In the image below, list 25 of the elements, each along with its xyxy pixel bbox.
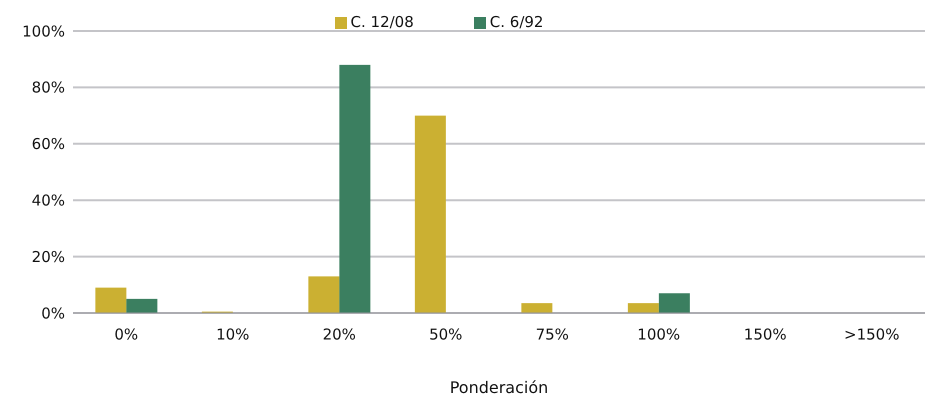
x-tick-label: 75%	[536, 326, 569, 344]
y-tick-label: 80%	[32, 78, 65, 97]
bar	[628, 303, 659, 313]
y-tick-label: 100%	[22, 22, 65, 40]
x-tick-label: 10%	[216, 326, 250, 344]
x-axis-title: Ponderación	[450, 378, 548, 397]
x-tick-label: 0%	[114, 326, 138, 344]
x-tick-label: 50%	[429, 326, 462, 344]
bar	[95, 288, 126, 313]
y-tick-label: 40%	[32, 192, 65, 210]
x-tick-label: 150%	[744, 326, 787, 344]
legend-label: C. 12/08	[350, 13, 414, 31]
bar	[126, 298, 158, 313]
y-tick-label: 0%	[41, 304, 65, 322]
x-tick-label: 20%	[322, 326, 356, 344]
y-tick-label: 60%	[32, 135, 65, 154]
bar	[339, 64, 370, 313]
bar	[414, 116, 446, 313]
x-tick-label: >150%	[844, 326, 900, 344]
bar	[521, 303, 552, 313]
x-tick-label: 100%	[637, 326, 680, 344]
bar	[658, 293, 690, 313]
legend-label: C. 6/92	[490, 13, 544, 31]
bar	[308, 276, 340, 313]
y-tick-label: 20%	[32, 248, 65, 266]
